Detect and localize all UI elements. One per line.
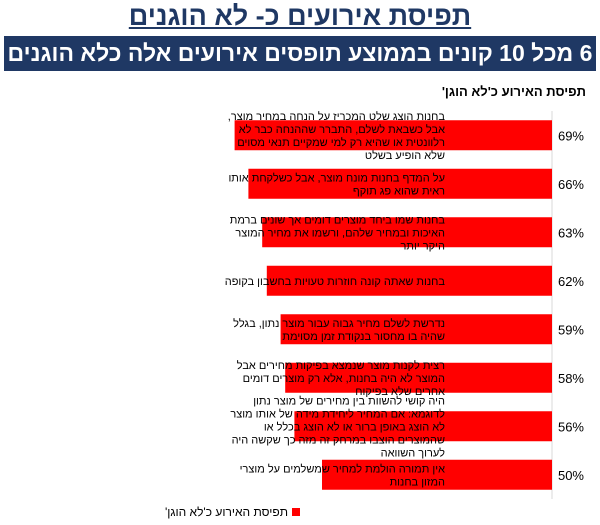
- category-label: רצית לקנות מוצר שנמצא בפיקות מחירים אבל ה…: [237, 359, 445, 398]
- category-label: בחנות שמו ביחד מוצרים דומים אך שונים ברמ…: [230, 214, 446, 252]
- bar: [266, 265, 552, 296]
- bar: [322, 459, 552, 490]
- bar: [294, 411, 552, 442]
- category-label: היה קושי להשוות בין מחירים של מוצר נתון ל…: [230, 394, 445, 459]
- bar: [285, 362, 552, 393]
- chart-title: תפיסת האירוע כ'לא הוגן': [441, 84, 586, 99]
- bar-value-label: 62%: [558, 274, 584, 289]
- bar: [248, 168, 552, 199]
- category-label: אין תמורה הולמת למחיר שמשלמים על מוצרי המ…: [240, 462, 445, 488]
- bar-value-label: 63%: [558, 225, 584, 240]
- category-label: על המדף בחנות מונח מוצר, אבל כשלקחת אותו…: [228, 171, 445, 197]
- category-label: נדרשת לשלם מחיר גבוה עבור מוצר נתון, בגל…: [233, 317, 445, 343]
- bar-value-label: 58%: [558, 371, 584, 386]
- bar: [234, 120, 552, 151]
- legend: תפיסת האירוע כ'לא הוגן': [165, 505, 300, 519]
- page-title: תפיסת אירועים כ- לא הוגנים: [128, 1, 472, 31]
- bar-value-label: 56%: [558, 419, 584, 434]
- legend-swatch: [292, 508, 300, 516]
- bar-value-label: 59%: [558, 322, 584, 337]
- category-label: בחנות הוצג שלט המכריז על הנחה במחיר מוצר…: [228, 110, 446, 162]
- category-label: בחנות שאתה קונה חוזרות טעויות בחשבון בקו…: [225, 276, 446, 288]
- bar-value-label: 69%: [558, 128, 584, 143]
- bar-value-label: 66%: [558, 177, 584, 192]
- headline-banner: 6 מכל 10 קונים בממוצע תופסים אירועים אלה…: [4, 36, 596, 71]
- bar: [280, 314, 552, 345]
- legend-label: תפיסת האירוע כ'לא הוגן': [165, 505, 288, 519]
- bar-value-label: 50%: [558, 468, 584, 483]
- bar: [262, 217, 552, 248]
